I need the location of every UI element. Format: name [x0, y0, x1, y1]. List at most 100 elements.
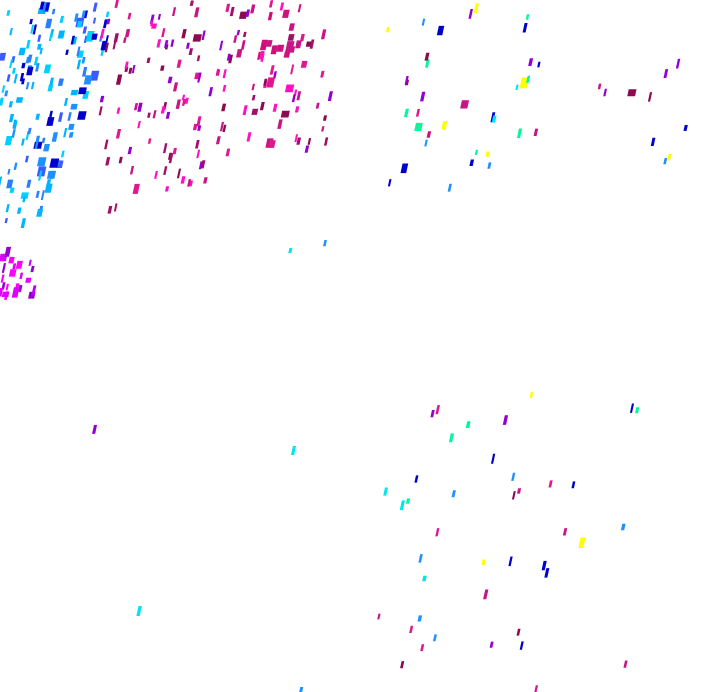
data-mark — [603, 88, 608, 97]
data-mark — [400, 163, 409, 174]
data-mark — [525, 14, 530, 20]
data-mark — [222, 124, 227, 132]
data-mark — [511, 491, 516, 500]
data-mark — [137, 121, 141, 129]
data-mark — [620, 523, 626, 531]
data-mark — [165, 111, 171, 119]
data-mark — [267, 12, 273, 21]
data-mark — [481, 559, 486, 565]
data-mark — [519, 77, 529, 89]
data-mark — [100, 49, 105, 56]
data-mark — [447, 183, 452, 192]
data-mark — [522, 23, 528, 33]
data-mark — [420, 91, 426, 102]
data-mark — [59, 15, 65, 23]
data-mark — [118, 156, 123, 164]
data-mark — [57, 30, 66, 39]
data-mark — [18, 47, 26, 56]
data-mark — [272, 103, 278, 112]
data-mark — [663, 69, 669, 78]
data-mark — [13, 162, 18, 170]
data-mark — [629, 403, 635, 413]
data-mark — [196, 55, 201, 62]
data-mark — [192, 34, 202, 42]
data-mark — [36, 208, 44, 217]
data-mark — [122, 37, 127, 43]
data-mark — [29, 19, 33, 25]
data-mark — [35, 63, 40, 72]
data-mark — [236, 30, 241, 36]
data-mark — [129, 166, 135, 175]
data-mark — [70, 35, 76, 45]
data-mark — [485, 151, 490, 157]
data-mark — [268, 140, 276, 148]
data-mark — [233, 35, 238, 43]
data-mark — [208, 87, 214, 97]
data-mark — [295, 40, 302, 49]
data-mark — [70, 89, 79, 96]
data-mark — [260, 53, 265, 62]
data-mark — [137, 102, 143, 112]
data-mark — [320, 29, 327, 40]
data-mark — [149, 14, 155, 24]
data-mark — [176, 168, 182, 179]
data-mark — [115, 129, 122, 139]
data-mark — [17, 285, 23, 292]
data-mark — [529, 391, 534, 399]
data-mark — [0, 176, 3, 187]
data-mark — [263, 78, 268, 86]
data-mark — [290, 64, 295, 75]
data-mark — [25, 277, 32, 283]
data-mark — [9, 59, 14, 69]
data-mark — [72, 36, 78, 45]
data-mark — [201, 30, 206, 40]
data-mark — [5, 204, 10, 213]
data-mark — [215, 136, 221, 145]
data-mark — [184, 97, 189, 104]
data-mark — [571, 481, 576, 489]
data-mark — [13, 73, 18, 84]
data-mark — [222, 69, 227, 79]
data-mark — [194, 7, 200, 18]
data-mark — [70, 103, 78, 110]
data-mark — [154, 171, 158, 179]
data-mark — [516, 488, 522, 494]
data-mark — [327, 91, 333, 102]
data-mark — [533, 685, 539, 692]
data-mark — [185, 42, 190, 49]
data-mark — [9, 28, 13, 36]
data-mark — [156, 39, 162, 48]
data-mark — [188, 48, 194, 55]
data-mark — [82, 67, 88, 77]
data-mark — [483, 589, 489, 600]
data-mark — [548, 480, 553, 488]
data-mark — [51, 8, 56, 15]
data-mark — [92, 425, 98, 434]
data-mark — [675, 58, 681, 69]
data-mark — [250, 4, 256, 14]
data-mark — [36, 43, 42, 50]
data-mark — [26, 66, 34, 76]
data-mark — [106, 18, 111, 25]
data-mark — [502, 415, 509, 425]
data-mark — [195, 140, 200, 149]
data-mark — [19, 73, 25, 82]
data-mark — [43, 144, 50, 152]
data-mark — [4, 218, 8, 224]
data-mark — [424, 139, 428, 147]
data-mark — [47, 84, 54, 92]
data-mark — [30, 81, 35, 90]
data-mark — [468, 9, 473, 19]
data-mark — [225, 148, 231, 157]
data-mark — [35, 190, 40, 198]
data-mark — [20, 138, 25, 146]
data-mark — [150, 20, 154, 27]
data-mark — [7, 169, 11, 175]
data-mark — [197, 125, 202, 131]
data-mark — [0, 52, 7, 61]
data-mark — [304, 145, 310, 153]
data-mark — [321, 126, 325, 132]
data-mark — [25, 40, 31, 49]
data-mark — [11, 129, 16, 138]
data-mark — [124, 29, 131, 38]
